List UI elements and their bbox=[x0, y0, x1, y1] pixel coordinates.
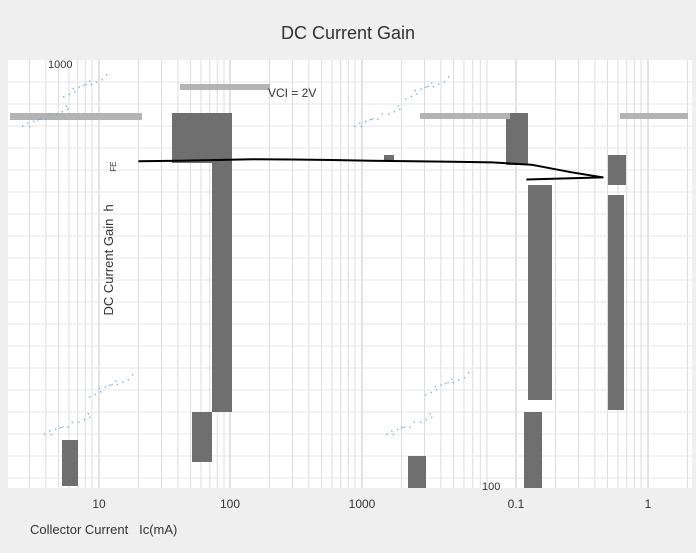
y-tick-label-100: 100 bbox=[482, 481, 500, 493]
x-tick-label-10: 10 bbox=[92, 497, 106, 511]
artifact-block bbox=[608, 155, 626, 185]
chart-title: DC Current Gain bbox=[281, 23, 415, 43]
x-tick-label-100: 100 bbox=[220, 497, 240, 511]
artifact-band bbox=[180, 84, 270, 90]
artifact-block bbox=[408, 456, 426, 488]
artifact-block bbox=[608, 195, 624, 410]
artifact-block bbox=[172, 113, 232, 163]
x-tick-label-1000: 1000 bbox=[349, 497, 376, 511]
artifact-band bbox=[620, 113, 688, 119]
y-tick-label-1000: 1000 bbox=[48, 59, 72, 71]
artifact-block bbox=[212, 160, 232, 412]
x-axis-label: Collector Current Ic(mA) bbox=[30, 522, 177, 537]
artifact-block bbox=[62, 440, 78, 486]
y-axis-label-subscript: FE bbox=[109, 161, 118, 171]
x-tick-label-1: 1 bbox=[645, 497, 652, 511]
artifact-block bbox=[524, 412, 542, 488]
artifact-band bbox=[420, 113, 510, 119]
y-axis-label: DC Current Gain h bbox=[101, 204, 116, 315]
artifact-block bbox=[192, 412, 212, 462]
artifact-block bbox=[506, 113, 528, 165]
artifact-block bbox=[528, 185, 552, 400]
condition-label: VCI = 2V bbox=[268, 86, 316, 100]
x-tick-label-0-1: 0.1 bbox=[508, 497, 525, 511]
